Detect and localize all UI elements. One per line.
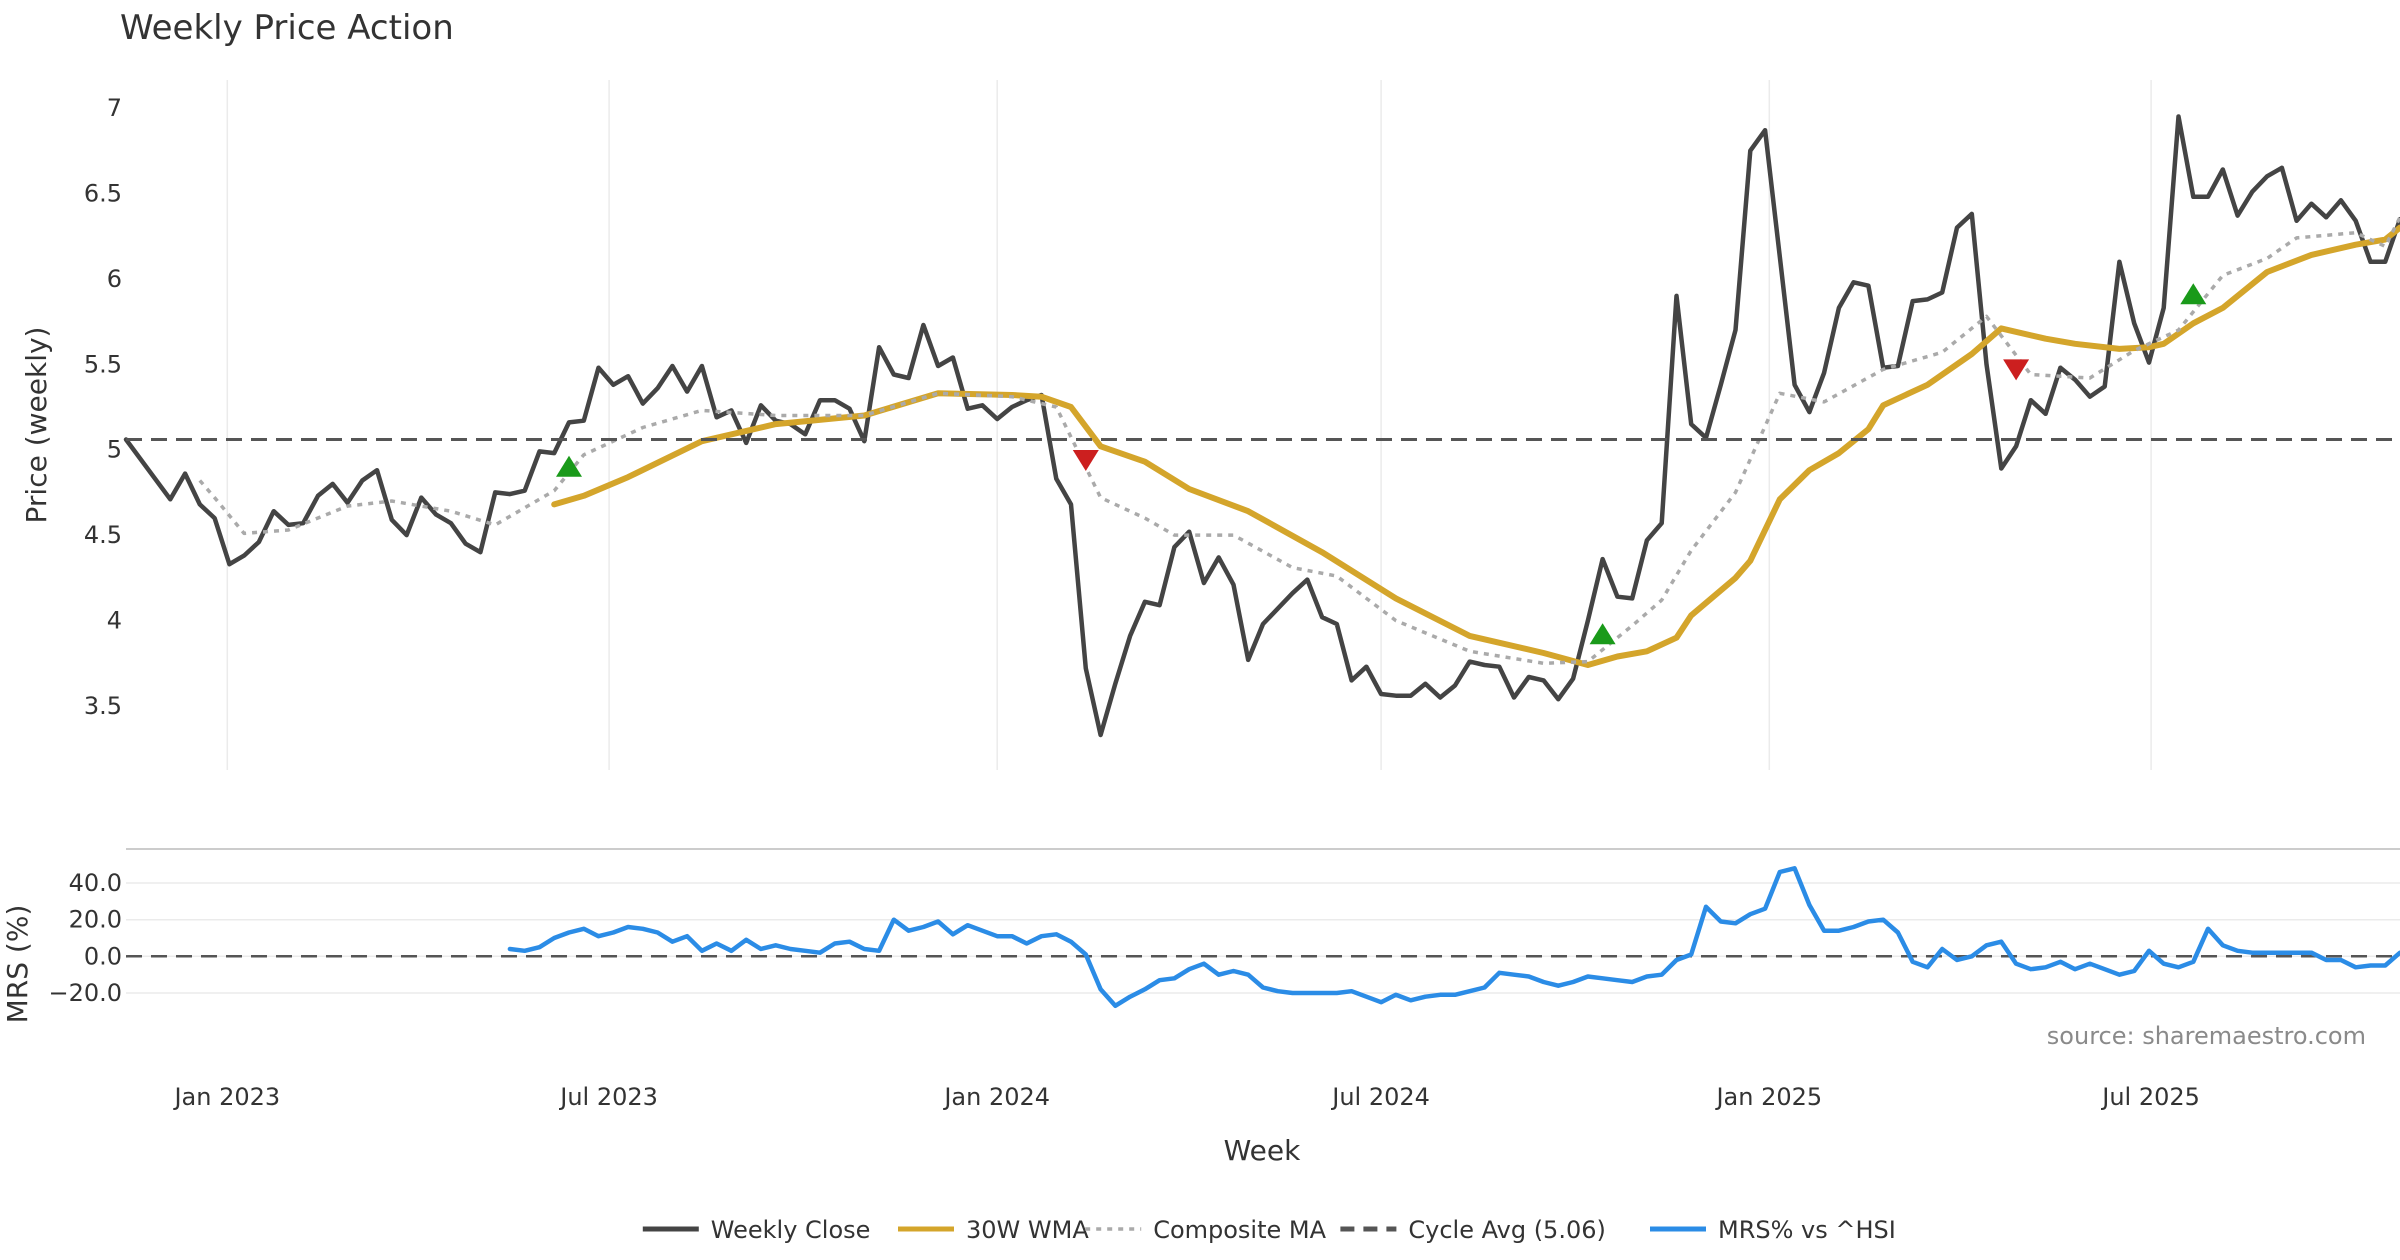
x-axis-label: Week — [1224, 1134, 1301, 1167]
price-y-tick: 4.5 — [84, 521, 122, 549]
legend-label: 30W WMA — [966, 1216, 1089, 1244]
price-y-axis-label: Price (weekly) — [20, 327, 53, 524]
price-y-tick: 5 — [107, 436, 122, 464]
x-tick-label: Jan 2024 — [942, 1083, 1050, 1111]
legend-label: Cycle Avg (5.06) — [1408, 1216, 1605, 1244]
mrs-grid — [126, 882, 2400, 994]
series-composite-ma — [198, 216, 2400, 666]
mrs-y-tick: −20.0 — [48, 979, 122, 1007]
mrs-y-ticks: −20.0 0.0 20.0 40.0 — [48, 869, 122, 1007]
mrs-series — [507, 866, 2400, 1009]
x-tick-label: Jan 2025 — [1714, 1083, 1822, 1111]
sell-signal-marker — [2003, 359, 2030, 381]
chart-title: Weekly Price Action — [120, 8, 454, 48]
price-y-tick: 6.5 — [84, 179, 122, 207]
price-grid — [226, 80, 2152, 770]
mrs-y-tick: 20.0 — [69, 906, 122, 934]
legend-label: Weekly Close — [711, 1216, 871, 1244]
legend: Weekly Close 30W WMA Composite MA Cycle Avg… — [642, 1216, 1896, 1244]
source-text: source: sharemaestro.com — [2047, 1022, 2366, 1050]
mrs-y-axis-label: MRS (%) — [1, 905, 34, 1024]
series-30w-wma — [551, 224, 2400, 668]
signal-markers — [556, 283, 2207, 645]
price-y-tick: 7 — [107, 94, 122, 122]
x-tick-label: Jul 2024 — [1330, 1083, 1430, 1111]
legend-item-mrs-vs-hsi: MRS% vs ^HSI — [1650, 1216, 1896, 1244]
price-y-tick: 5.5 — [84, 350, 122, 378]
legend-label: Composite MA — [1153, 1216, 1326, 1244]
price-y-tick: 4 — [107, 607, 122, 635]
x-tick-label: Jul 2023 — [558, 1083, 658, 1111]
legend-label: MRS% vs ^HSI — [1718, 1216, 1896, 1244]
mrs-y-tick: 40.0 — [69, 869, 122, 897]
series-weekly-close — [123, 114, 2400, 738]
price-panel: 3.5 4 4.5 5 5.5 6 6.5 7 Price (weekly) — [20, 80, 2400, 770]
x-axis-ticks: Jan 2023 Jul 2023 Jan 2024 Jul 2024 Jan 2025… — [172, 1083, 2199, 1111]
price-y-tick: 3.5 — [84, 692, 122, 720]
x-tick-label: Jul 2025 — [2100, 1083, 2200, 1111]
mrs-y-tick: 0.0 — [84, 942, 122, 970]
legend-item-30w-wma: 30W WMA — [898, 1216, 1089, 1244]
legend-item-cycle-avg-5-06: Cycle Avg (5.06) — [1340, 1216, 1606, 1244]
mrs-panel: −20.0 0.0 20.0 40.0 MRS (%) source: sharema… — [1, 848, 2400, 1050]
x-tick-label: Jan 2023 — [172, 1083, 280, 1111]
legend-item-weekly-close: Weekly Close — [642, 1216, 871, 1244]
legend-item-composite-ma: Composite MA — [1085, 1216, 1327, 1244]
buy-signal-marker — [556, 455, 582, 477]
price-y-ticks: 3.5 4 4.5 5 5.5 6 6.5 7 — [84, 94, 122, 720]
price-y-tick: 6 — [107, 265, 122, 293]
buy-signal-marker — [2180, 283, 2207, 305]
sell-signal-marker — [1072, 450, 1099, 471]
series-mrs-vs-hsi — [507, 866, 2400, 1009]
buy-signal-marker — [1589, 623, 1616, 645]
price-series — [123, 114, 2400, 738]
